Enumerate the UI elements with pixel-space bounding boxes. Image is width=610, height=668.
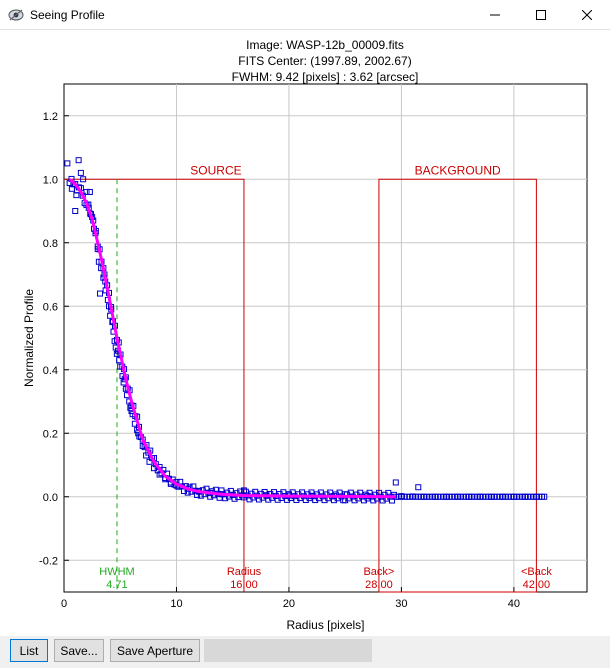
data-point bbox=[75, 157, 82, 164]
y-tick-label: 1.0 bbox=[43, 174, 58, 186]
data-point bbox=[86, 188, 93, 195]
data-point bbox=[77, 169, 84, 176]
status-field bbox=[204, 639, 372, 662]
minimize-button[interactable] bbox=[472, 0, 518, 29]
y-tick-label: 1.2 bbox=[43, 111, 58, 123]
chart-title-image: Image: WASP-12b_00009.fits bbox=[246, 38, 404, 52]
close-icon bbox=[582, 9, 592, 20]
data-point bbox=[83, 188, 90, 195]
back-outer-marker-label: <Back bbox=[521, 566, 552, 578]
source-aperture-label: SOURCE bbox=[190, 163, 241, 177]
data-point bbox=[72, 208, 79, 214]
hwhm-marker-label: HWHM bbox=[99, 566, 134, 578]
x-tick-label: 30 bbox=[395, 598, 407, 610]
y-tick-label: 0.0 bbox=[43, 492, 58, 504]
data-point bbox=[96, 290, 103, 297]
back-outer-marker-value: 42.00 bbox=[523, 579, 551, 591]
data-point bbox=[64, 160, 71, 167]
y-tick-label: 0.4 bbox=[43, 365, 58, 377]
background-aperture-label: BACKGROUND bbox=[415, 163, 501, 177]
minimize-icon bbox=[490, 14, 500, 15]
background-aperture-outline bbox=[378, 178, 537, 593]
y-axis-label: Normalized Profile bbox=[22, 289, 36, 387]
y-tick-label: 0.2 bbox=[43, 428, 58, 440]
radius-marker-value: 16.00 bbox=[230, 579, 258, 591]
x-tick-label: 10 bbox=[170, 598, 182, 610]
list-button[interactable]: List bbox=[10, 639, 48, 662]
data-point bbox=[415, 484, 422, 491]
data-point bbox=[392, 479, 399, 486]
data-point bbox=[80, 176, 87, 183]
plot-svg: 0 10 20 30 40 -0.2 0.0 0.2 0.4 0.6 0.8 1.0 1.2 Radius… bbox=[22, 83, 588, 632]
maximize-icon bbox=[536, 9, 546, 20]
window-title: Seeing Profile bbox=[30, 7, 105, 22]
data-point bbox=[539, 493, 546, 500]
plot-frame bbox=[63, 83, 588, 593]
chart-title-fwhm: FWHM: 9.42 [pixels] : 3.62 [arcsec] bbox=[231, 70, 419, 84]
seeing-profile-chart: Image: WASP-12b_00009.fits FITS Center: … bbox=[0, 30, 610, 636]
save-button[interactable]: Save... bbox=[54, 639, 104, 662]
y-tick-label: -0.2 bbox=[39, 555, 58, 567]
seeing-profile-app-icon bbox=[8, 9, 24, 20]
y-tick-label: 0.6 bbox=[43, 301, 58, 313]
source-aperture-outline bbox=[64, 178, 245, 592]
fit-curve bbox=[68, 178, 396, 499]
back-inner-marker-value: 28.00 bbox=[365, 579, 393, 591]
close-button[interactable] bbox=[564, 0, 610, 29]
window-controls bbox=[472, 0, 610, 29]
x-tick-label: 20 bbox=[283, 598, 295, 610]
maximize-button[interactable] bbox=[518, 0, 564, 29]
x-tick-label: 0 bbox=[61, 598, 67, 610]
x-tick-label: 40 bbox=[508, 598, 520, 610]
radius-marker-label: Radius bbox=[227, 566, 262, 578]
hwhm-marker-value: 4.71 bbox=[106, 579, 127, 591]
back-inner-marker-label: Back> bbox=[363, 566, 394, 578]
x-axis-label: Radius [pixels] bbox=[286, 618, 364, 632]
button-bar: List Save... Save Aperture bbox=[0, 636, 610, 668]
save-aperture-button[interactable]: Save Aperture bbox=[110, 639, 200, 662]
y-tick-label: 0.8 bbox=[43, 238, 58, 250]
title-bar: Seeing Profile bbox=[0, 0, 610, 30]
chart-title-center: FITS Center: (1997.89, 2002.67) bbox=[238, 54, 412, 68]
